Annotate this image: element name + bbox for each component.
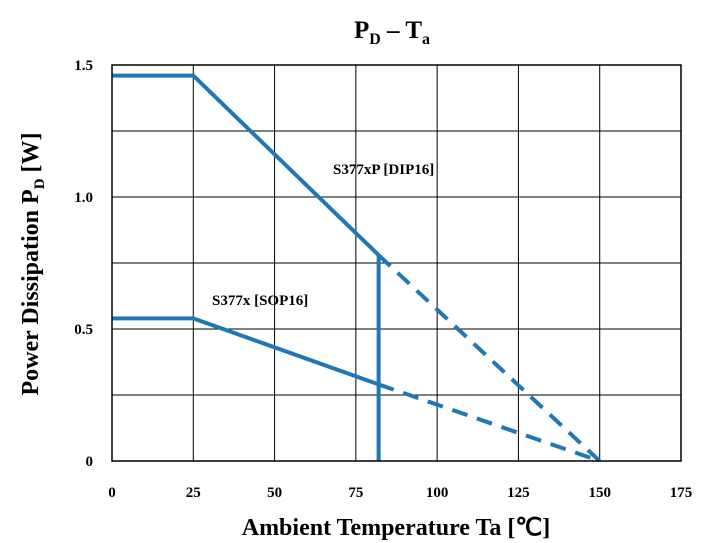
chart-title: PD – Ta (354, 17, 430, 48)
y-axis-title-unit: [W] (18, 132, 44, 178)
plot-frame (111, 64, 682, 462)
x-tick-label: 25 (186, 485, 201, 501)
chart-title-main: P (354, 17, 369, 44)
y-axis-title: Power Dissipation PD [W] (18, 132, 48, 395)
y-axis-title-main: Power Dissipation P (18, 189, 44, 395)
series-1-derating-dashed-line (377, 382, 601, 463)
series-label-sop16: S377x [SOP16] (212, 293, 308, 309)
series-0-derating-dashed-line (377, 253, 602, 463)
y-tick-label: 1.5 (74, 58, 93, 74)
x-tick-label: 150 (588, 485, 611, 501)
y-axis-title-sub: D (32, 178, 48, 189)
x-tick-label: 100 (426, 485, 449, 501)
series-0-solid-line (112, 73, 380, 257)
x-tick-label: 175 (670, 485, 693, 501)
x-tick-label: 50 (267, 485, 282, 501)
x-tick-label: 0 (108, 485, 116, 501)
x-tick-labels: 0 25 50 75 100 125 150 175 (108, 485, 692, 501)
chart-title-sub1: D (369, 31, 381, 48)
grid-lines (111, 64, 682, 462)
x-tick-label: 75 (348, 485, 363, 501)
chart-title-sub2: a (422, 31, 430, 48)
x-tick-label: 125 (507, 485, 530, 501)
y-tick-label: 1.0 (74, 190, 93, 206)
series-1-solid-line (112, 316, 380, 387)
y-tick-label: 0 (86, 454, 94, 470)
series-lines (112, 73, 602, 463)
series-label-dip16: S377xP [DIP16] (333, 162, 434, 178)
y-tick-label: 0.5 (74, 322, 93, 338)
chart-title-mid: – T (381, 17, 423, 44)
x-axis-title: Ambient Temperature Ta [℃] (242, 515, 551, 541)
y-tick-labels: 0 0.5 1.0 1.5 (74, 58, 93, 470)
